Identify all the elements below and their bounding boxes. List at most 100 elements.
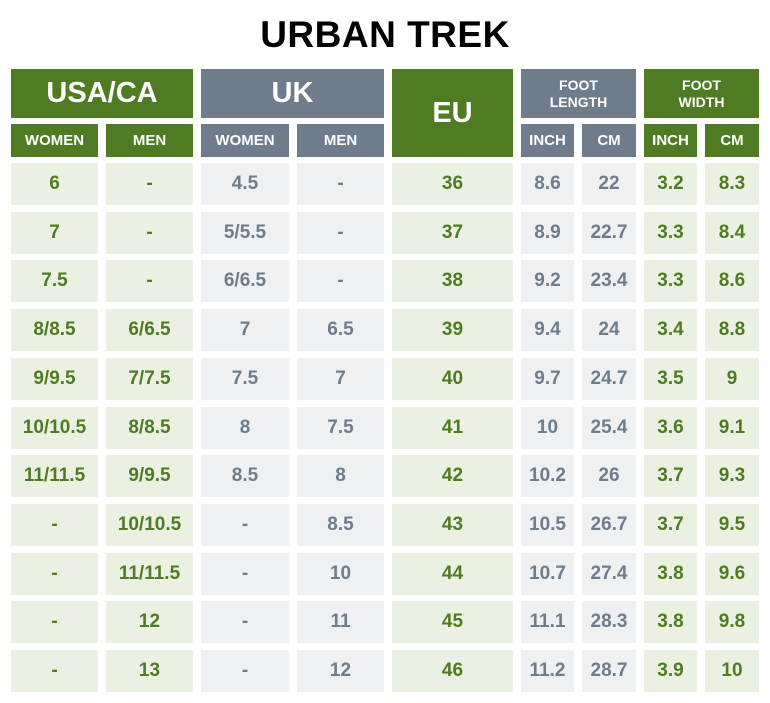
cell-uk-men: 7.5 [297, 407, 384, 449]
cell-usa-men: 7/7.5 [106, 358, 193, 400]
cell-width-cm: 9 [705, 358, 759, 400]
cell-usa-women: - [11, 504, 98, 546]
cell-width-inch: 3.4 [644, 309, 697, 351]
cell-length-cm: 23.4 [582, 260, 636, 302]
subheader-length-cm: CM [582, 124, 636, 157]
cell-length-inch: 10.2 [521, 455, 574, 497]
cell-length-inch: 10.7 [521, 553, 574, 595]
header-foot-width: FOOT WIDTH [644, 69, 759, 118]
cell-length-cm: 28.7 [582, 650, 636, 692]
cell-width-cm: 8.3 [705, 163, 759, 205]
header-usa-ca: USA/CA [11, 69, 193, 118]
cell-length-cm: 24 [582, 309, 636, 351]
cell-uk-women: 5/5.5 [201, 212, 289, 254]
cell-uk-women: 4.5 [201, 163, 289, 205]
cell-usa-men: 10/10.5 [106, 504, 193, 546]
header-foot-length: FOOT LENGTH [521, 69, 636, 118]
cell-usa-men: 6/6.5 [106, 309, 193, 351]
cell-width-inch: 3.3 [644, 260, 697, 302]
cell-uk-men: - [297, 212, 384, 254]
cell-length-cm: 22.7 [582, 212, 636, 254]
cell-width-cm: 8.8 [705, 309, 759, 351]
cell-length-inch: 11.1 [521, 601, 574, 643]
cell-usa-women: 7 [11, 212, 98, 254]
subheader-width-cm: CM [705, 124, 759, 157]
cell-uk-women: 8.5 [201, 455, 289, 497]
cell-length-inch: 9.4 [521, 309, 574, 351]
cell-width-inch: 3.6 [644, 407, 697, 449]
cell-width-cm: 9.3 [705, 455, 759, 497]
subheader-uk-men: MEN [297, 124, 384, 157]
cell-uk-women: 7 [201, 309, 289, 351]
cell-uk-women: 6/6.5 [201, 260, 289, 302]
cell-width-cm: 10 [705, 650, 759, 692]
cell-length-inch: 9.7 [521, 358, 574, 400]
cell-uk-men: 11 [297, 601, 384, 643]
cell-width-cm: 9.6 [705, 553, 759, 595]
subheader-length-inch: INCH [521, 124, 574, 157]
cell-usa-men: 11/11.5 [106, 553, 193, 595]
cell-length-cm: 24.7 [582, 358, 636, 400]
cell-length-inch: 8.6 [521, 163, 574, 205]
cell-length-inch: 8.9 [521, 212, 574, 254]
cell-width-cm: 8.6 [705, 260, 759, 302]
cell-usa-men: - [106, 163, 193, 205]
cell-usa-women: - [11, 553, 98, 595]
cell-width-inch: 3.9 [644, 650, 697, 692]
cell-uk-men: - [297, 260, 384, 302]
cell-uk-women: - [201, 553, 289, 595]
cell-eu: 44 [392, 553, 513, 595]
cell-eu: 42 [392, 455, 513, 497]
subheader-width-inch: INCH [644, 124, 697, 157]
cell-uk-men: 8.5 [297, 504, 384, 546]
cell-usa-women: 10/10.5 [11, 407, 98, 449]
cell-usa-women: 7.5 [11, 260, 98, 302]
page-title: URBAN TREK [260, 14, 510, 55]
cell-usa-men: 9/9.5 [106, 455, 193, 497]
cell-usa-women: - [11, 650, 98, 692]
cell-width-inch: 3.8 [644, 553, 697, 595]
header-eu: EU [392, 69, 513, 157]
cell-length-inch: 10.5 [521, 504, 574, 546]
cell-uk-women: - [201, 601, 289, 643]
subheader-uk-women: WOMEN [201, 124, 289, 157]
cell-width-cm: 9.8 [705, 601, 759, 643]
cell-uk-men: 12 [297, 650, 384, 692]
cell-width-inch: 3.7 [644, 504, 697, 546]
cell-eu: 39 [392, 309, 513, 351]
cell-width-inch: 3.3 [644, 212, 697, 254]
cell-eu: 37 [392, 212, 513, 254]
cell-eu: 43 [392, 504, 513, 546]
cell-usa-women: 9/9.5 [11, 358, 98, 400]
cell-eu: 41 [392, 407, 513, 449]
cell-uk-men: - [297, 163, 384, 205]
subheader-usa-men: MEN [106, 124, 193, 157]
cell-uk-men: 8 [297, 455, 384, 497]
cell-usa-men: 13 [106, 650, 193, 692]
cell-length-cm: 27.4 [582, 553, 636, 595]
cell-length-cm: 26.7 [582, 504, 636, 546]
cell-eu: 45 [392, 601, 513, 643]
cell-uk-men: 7 [297, 358, 384, 400]
subheader-usa-women: WOMEN [11, 124, 98, 157]
cell-usa-men: 12 [106, 601, 193, 643]
cell-eu: 40 [392, 358, 513, 400]
cell-width-inch: 3.8 [644, 601, 697, 643]
cell-width-inch: 3.7 [644, 455, 697, 497]
cell-usa-men: - [106, 260, 193, 302]
cell-usa-women: - [11, 601, 98, 643]
cell-usa-women: 8/8.5 [11, 309, 98, 351]
cell-usa-men: - [106, 212, 193, 254]
cell-eu: 46 [392, 650, 513, 692]
cell-eu: 38 [392, 260, 513, 302]
cell-usa-women: 6 [11, 163, 98, 205]
cell-usa-men: 8/8.5 [106, 407, 193, 449]
cell-length-cm: 28.3 [582, 601, 636, 643]
cell-uk-women: - [201, 504, 289, 546]
cell-width-inch: 3.5 [644, 358, 697, 400]
cell-uk-men: 6.5 [297, 309, 384, 351]
cell-width-inch: 3.2 [644, 163, 697, 205]
cell-length-cm: 26 [582, 455, 636, 497]
cell-length-cm: 25.4 [582, 407, 636, 449]
cell-uk-men: 10 [297, 553, 384, 595]
